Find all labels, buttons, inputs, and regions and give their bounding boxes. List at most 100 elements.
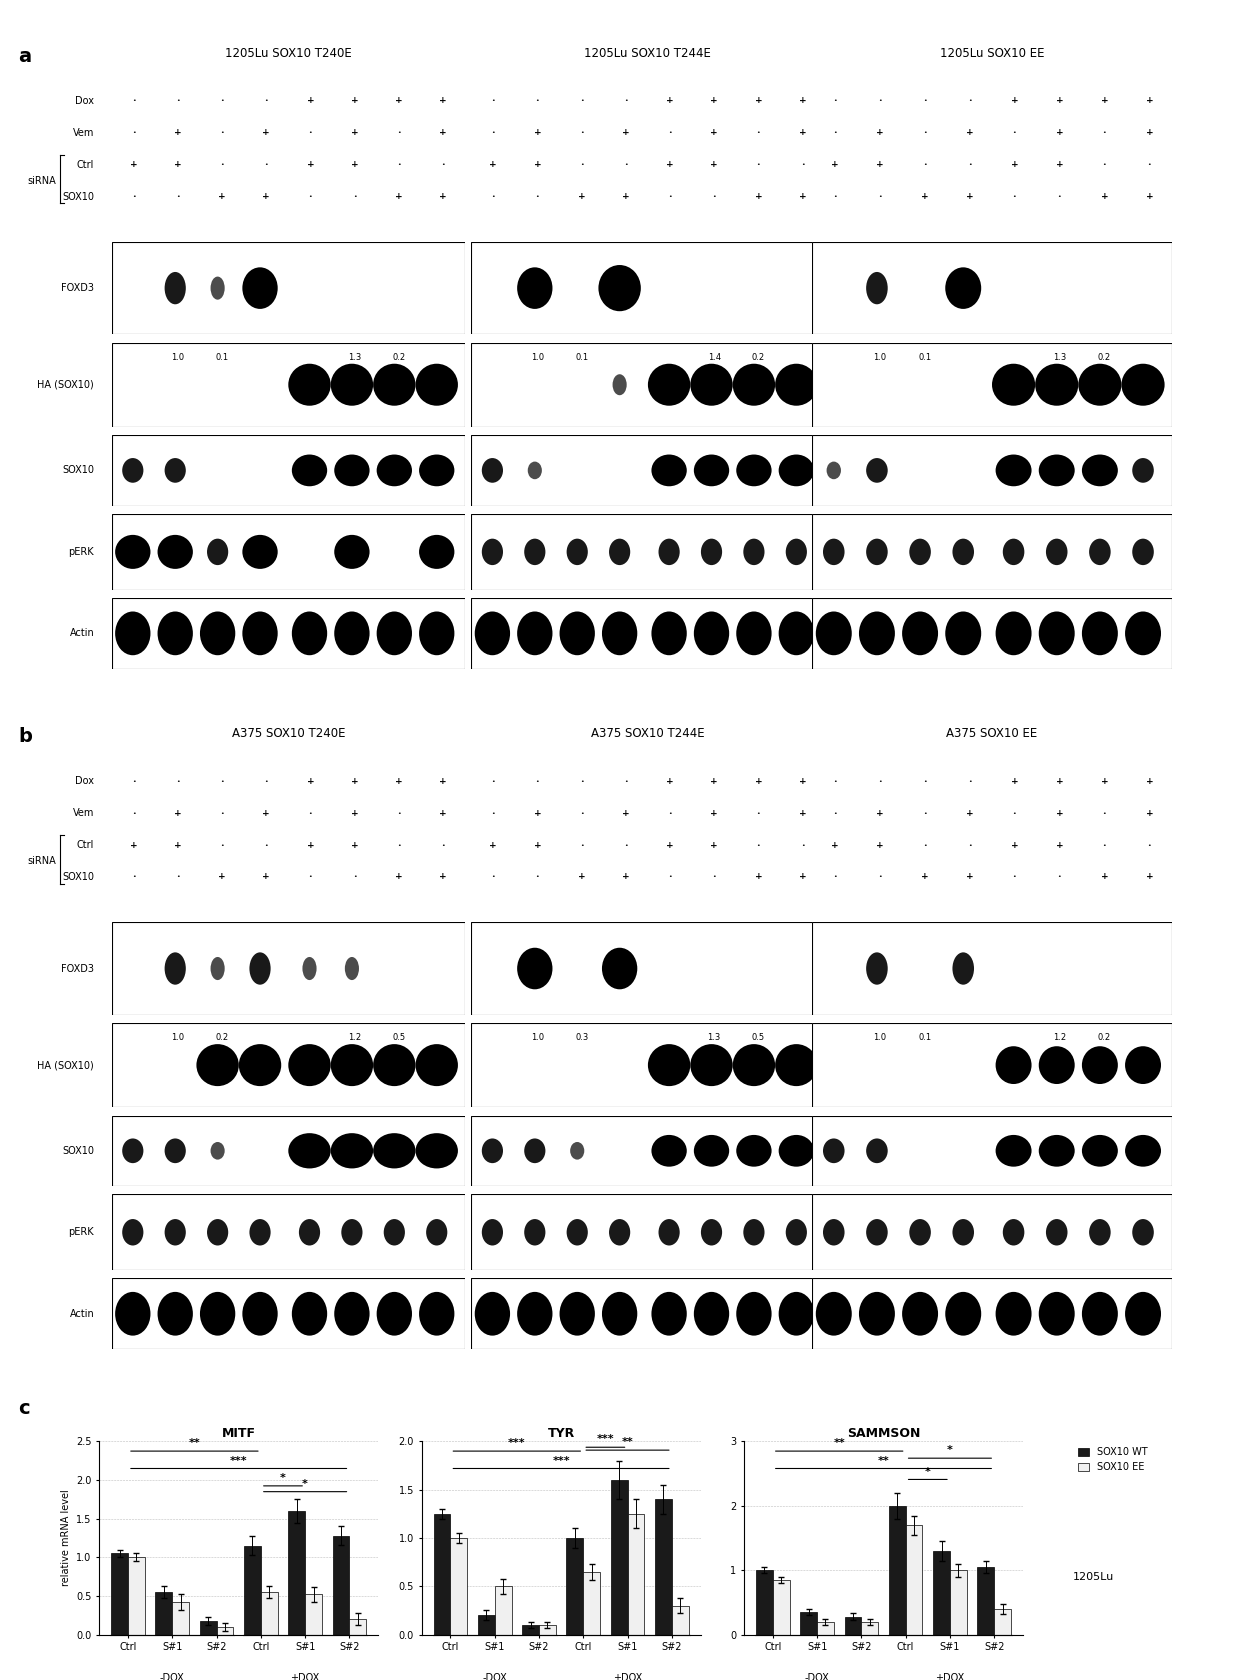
Bar bbox=[611, 1480, 627, 1635]
Text: +: + bbox=[130, 160, 138, 170]
Text: •: • bbox=[221, 811, 224, 815]
Bar bbox=[773, 1579, 790, 1635]
Bar bbox=[862, 1621, 878, 1635]
Text: +: + bbox=[174, 128, 182, 138]
Ellipse shape bbox=[419, 455, 454, 486]
Ellipse shape bbox=[733, 363, 775, 405]
Text: +: + bbox=[263, 192, 270, 202]
Text: +: + bbox=[799, 192, 806, 202]
Text: •: • bbox=[1102, 163, 1106, 166]
Bar bbox=[450, 1539, 467, 1635]
Text: •: • bbox=[491, 99, 495, 102]
Text: ***: *** bbox=[229, 1455, 248, 1465]
Ellipse shape bbox=[373, 1134, 415, 1169]
Text: 0.2: 0.2 bbox=[1097, 353, 1111, 361]
Text: •: • bbox=[833, 875, 837, 879]
Ellipse shape bbox=[419, 612, 454, 655]
Text: +: + bbox=[875, 128, 883, 138]
Text: •: • bbox=[176, 195, 180, 198]
Text: +: + bbox=[711, 776, 718, 786]
Text: 1205Lu SOX10 T244E: 1205Lu SOX10 T244E bbox=[584, 47, 712, 60]
Text: Actin: Actin bbox=[69, 628, 94, 638]
Bar bbox=[288, 1510, 305, 1635]
Text: +: + bbox=[218, 872, 226, 882]
Ellipse shape bbox=[1121, 363, 1164, 405]
Ellipse shape bbox=[288, 1045, 331, 1087]
Ellipse shape bbox=[415, 1134, 458, 1169]
Text: •: • bbox=[923, 99, 926, 102]
Text: **: ** bbox=[188, 1438, 201, 1448]
Ellipse shape bbox=[525, 539, 546, 564]
Text: +: + bbox=[666, 160, 673, 170]
Ellipse shape bbox=[1081, 455, 1118, 486]
Ellipse shape bbox=[601, 948, 637, 990]
Text: 1.0: 1.0 bbox=[873, 1033, 887, 1042]
Text: A375 SOX10 T240E: A375 SOX10 T240E bbox=[232, 727, 345, 741]
Text: FOXD3: FOXD3 bbox=[61, 284, 94, 292]
Ellipse shape bbox=[779, 1136, 813, 1166]
Ellipse shape bbox=[211, 958, 224, 979]
Text: +: + bbox=[754, 872, 763, 882]
Ellipse shape bbox=[291, 1292, 327, 1336]
Ellipse shape bbox=[609, 1220, 630, 1245]
Ellipse shape bbox=[207, 1220, 228, 1245]
Text: 1.3: 1.3 bbox=[708, 1033, 720, 1042]
Text: +: + bbox=[875, 160, 883, 170]
Text: +: + bbox=[1055, 96, 1063, 106]
Text: pERK: pERK bbox=[68, 1228, 94, 1236]
Text: 1.0: 1.0 bbox=[171, 1033, 185, 1042]
Ellipse shape bbox=[165, 953, 186, 984]
Text: +: + bbox=[351, 128, 358, 138]
Ellipse shape bbox=[377, 455, 412, 486]
Text: •: • bbox=[756, 131, 760, 134]
Text: •: • bbox=[131, 195, 135, 198]
Text: •: • bbox=[221, 99, 224, 102]
Ellipse shape bbox=[517, 612, 553, 655]
Y-axis label: relative mRNA level: relative mRNA level bbox=[61, 1490, 71, 1586]
Text: •: • bbox=[923, 811, 926, 815]
Text: •: • bbox=[309, 875, 312, 879]
Bar bbox=[128, 1557, 145, 1635]
Text: +: + bbox=[394, 872, 403, 882]
Ellipse shape bbox=[651, 455, 687, 486]
Text: •: • bbox=[397, 163, 401, 166]
Text: +: + bbox=[666, 840, 673, 850]
Ellipse shape bbox=[303, 958, 316, 979]
Ellipse shape bbox=[737, 1292, 771, 1336]
Text: +: + bbox=[711, 160, 718, 170]
Ellipse shape bbox=[649, 1045, 691, 1087]
Ellipse shape bbox=[816, 1292, 852, 1336]
Ellipse shape bbox=[115, 612, 150, 655]
Text: •: • bbox=[967, 163, 971, 166]
Ellipse shape bbox=[952, 953, 975, 984]
Ellipse shape bbox=[242, 612, 278, 655]
Ellipse shape bbox=[249, 953, 270, 984]
Text: HA (SOX10): HA (SOX10) bbox=[37, 380, 94, 390]
Text: +: + bbox=[490, 840, 497, 850]
Ellipse shape bbox=[242, 1292, 278, 1336]
Ellipse shape bbox=[377, 1292, 412, 1336]
Ellipse shape bbox=[335, 1292, 370, 1336]
Text: Ctrl: Ctrl bbox=[77, 160, 94, 170]
Bar bbox=[434, 1514, 450, 1635]
Text: +: + bbox=[394, 192, 403, 202]
Text: •: • bbox=[1013, 875, 1017, 879]
Text: •: • bbox=[801, 163, 805, 166]
Ellipse shape bbox=[331, 1134, 373, 1169]
Text: •: • bbox=[491, 131, 495, 134]
Ellipse shape bbox=[525, 1139, 546, 1163]
Ellipse shape bbox=[816, 612, 852, 655]
Text: SOX10: SOX10 bbox=[62, 192, 94, 202]
Ellipse shape bbox=[909, 1220, 931, 1245]
Text: +: + bbox=[799, 128, 806, 138]
Ellipse shape bbox=[909, 539, 931, 564]
Ellipse shape bbox=[996, 1292, 1032, 1336]
Text: •: • bbox=[441, 163, 445, 166]
Bar bbox=[332, 1536, 350, 1635]
Ellipse shape bbox=[651, 1136, 687, 1166]
Text: 0.5: 0.5 bbox=[392, 1033, 405, 1042]
Text: •: • bbox=[264, 163, 268, 166]
Text: •: • bbox=[756, 163, 760, 166]
Ellipse shape bbox=[291, 612, 327, 655]
Ellipse shape bbox=[1125, 1136, 1161, 1166]
